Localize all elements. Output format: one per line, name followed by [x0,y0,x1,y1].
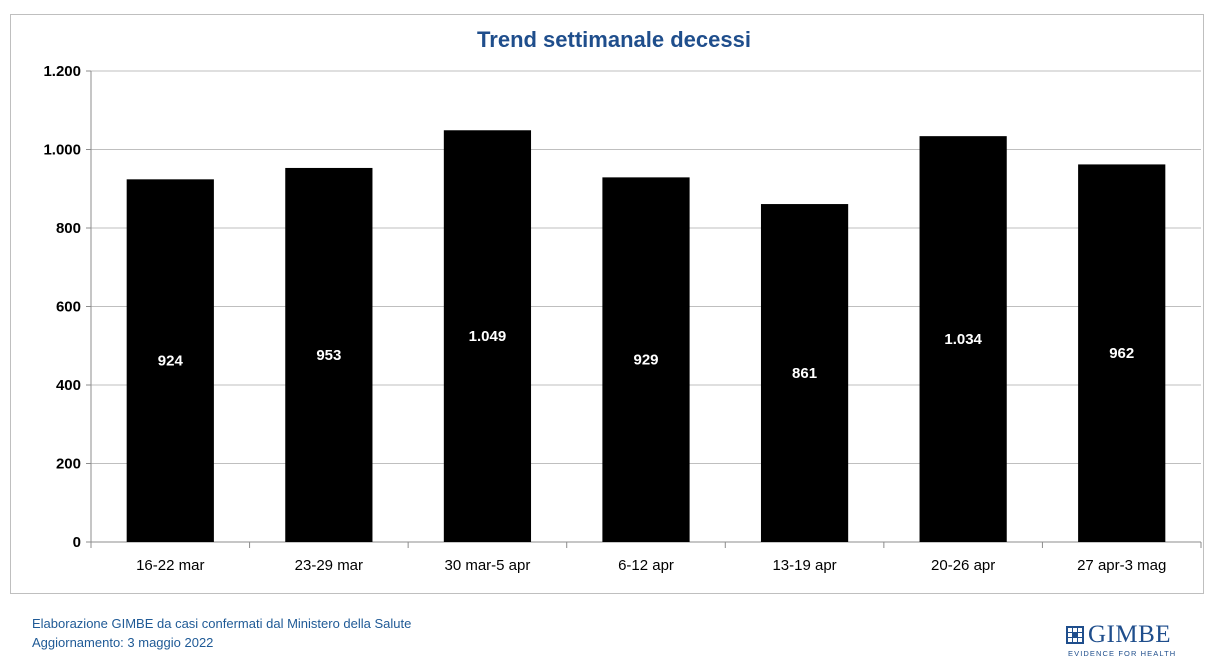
bar-value-label: 929 [633,352,658,369]
chart-title: Trend settimanale decessi [477,27,751,52]
bar [1078,164,1166,543]
bar [919,136,1007,542]
y-tick-label: 1.000 [43,142,81,159]
x-tick-label: 16-22 mar [136,557,204,574]
y-tick-label: 200 [56,456,81,473]
y-tick-label: 400 [56,377,81,394]
x-tick-label: 30 mar-5 apr [444,557,530,574]
gimbe-grid-icon [1066,626,1084,644]
bar [126,179,214,542]
logo-tagline: EVIDENCE FOR HEALTH [1068,649,1177,658]
bar [760,204,849,542]
bar [285,167,373,542]
source-note: Elaborazione GIMBE da casi confermati da… [32,616,412,631]
bar [443,130,532,542]
chart-frame: Trend settimanale decessi 0 200 400 600 800 1… [10,14,1204,594]
y-tick-label: 600 [56,299,81,316]
y-tick-label: 0 [73,534,81,551]
x-axis: 16-22 mar 23-29 mar 30 mar-5 apr 6-12 apr 13… [90,542,1202,574]
bar-value-label: 861 [792,365,817,382]
x-tick-label: 23-29 mar [295,557,363,574]
bar-value-label: 1.034 [944,331,982,348]
gimbe-logo: GIMBE EVIDENCE FOR HEALTH [1066,622,1186,664]
bar [602,177,690,542]
bar-value-label: 1.049 [469,328,507,345]
bar-value-label: 924 [158,353,184,370]
bars: 924 953 1.049 929 861 1.034 962 [126,130,1166,543]
y-axis: 0 200 400 600 800 1.000 1.200 [43,63,92,551]
bar-value-label: 962 [1109,345,1134,362]
x-tick-label: 6-12 apr [618,557,674,574]
x-tick-label: 13-19 apr [772,557,836,574]
y-tick-label: 1.200 [43,63,81,80]
bar-value-label: 953 [316,347,341,364]
y-tick-label: 800 [56,220,81,237]
update-date: Aggiornamento: 3 maggio 2022 [32,635,214,650]
x-tick-label: 27 apr-3 mag [1077,557,1166,574]
x-tick-label: 20-26 apr [931,557,995,574]
bar-chart: Trend settimanale decessi 0 200 400 600 800 1… [43,27,1202,574]
logo-wordmark: GIMBE [1088,621,1172,648]
footer: Elaborazione GIMBE da casi confermati da… [32,614,411,652]
